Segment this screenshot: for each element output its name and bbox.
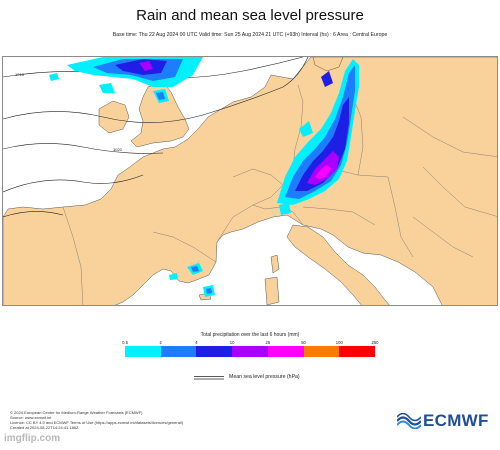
legend-tick: 25 xyxy=(265,340,271,345)
footer-line: Licence: CC BY 4.0 and ECMWF Terms of Us… xyxy=(10,420,184,425)
legend-tick: 0.5 xyxy=(122,340,128,345)
isobar-label-1020: 1020 xyxy=(113,147,123,152)
colorbar-swatch xyxy=(339,346,376,357)
map-canvas: 1015 1020 xyxy=(3,57,497,305)
legend-tick: 50 xyxy=(301,340,306,345)
copyright-footer: © 2024 European Centre for Medium-Range … xyxy=(10,410,183,430)
legend-tick: 250 xyxy=(371,340,379,345)
colorbar-swatch xyxy=(160,346,197,357)
corsica-land xyxy=(270,254,280,274)
colorbar-swatch xyxy=(267,346,304,357)
ecmwf-logo-text: ECMWF xyxy=(423,411,489,430)
footer-line: Source: www.ecmwf.int xyxy=(10,415,52,420)
legend-tick: 100 xyxy=(335,340,343,345)
ecmwf-logo: ECMWF xyxy=(397,411,489,431)
ireland-land xyxy=(98,100,130,134)
sardinia-land xyxy=(264,276,280,305)
legend-tick: 4 xyxy=(195,340,198,345)
continent-land xyxy=(3,57,497,305)
footer-line: © 2024 European Centre for Medium-Range … xyxy=(10,410,143,415)
isobar-legend-label: Mean sea level pressure (hPa) xyxy=(229,374,300,380)
isobar-label-1015: 1015 xyxy=(15,72,25,77)
colorbar-swatch xyxy=(125,346,161,357)
imgflip-watermark: imgflip.com xyxy=(4,433,61,444)
ecmwf-logo-icon xyxy=(397,413,421,429)
legend-ticks: 0.5 2 4 10 25 50 100 250 xyxy=(122,340,378,346)
forecast-map: 1015 1020 xyxy=(2,56,498,306)
colorbar-swatch xyxy=(196,346,233,357)
isobar-legend-icon xyxy=(194,376,224,380)
legend-title: Total precipitation over the last 6 hour… xyxy=(200,332,300,338)
chart-title: Rain and mean sea level pressure xyxy=(136,7,364,24)
colorbar-swatch xyxy=(303,346,340,357)
colorbar-swatch xyxy=(232,346,268,357)
precipitation-field xyxy=(49,57,359,297)
scandinavia-land xyxy=(312,57,344,72)
precipitation-colorbar xyxy=(125,346,376,357)
legend-tick: 10 xyxy=(229,340,235,345)
legend-tick: 2 xyxy=(159,340,162,345)
britain-land xyxy=(130,81,190,148)
footer-line: Created at 2024-08-22T14:24:41.186Z xyxy=(10,425,79,430)
italy-land xyxy=(286,224,390,305)
chart-subtitle: Base time: Thu 22 Aug 2024 00 UTC Valid … xyxy=(112,32,388,38)
